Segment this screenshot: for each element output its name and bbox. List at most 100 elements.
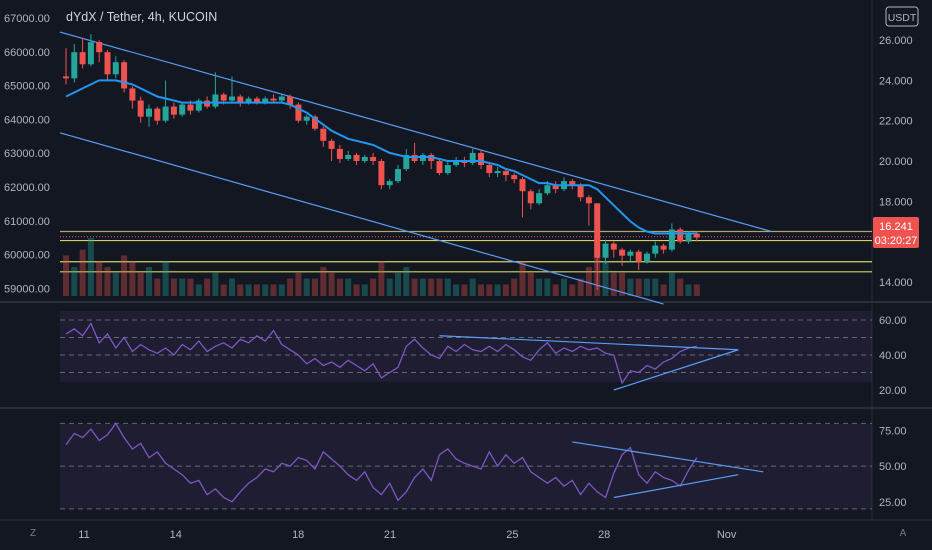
volume-bar [345,278,352,296]
currency-button[interactable]: USDT [885,6,919,27]
oscillator-trendline [613,349,739,391]
volume-bar [229,278,235,296]
candle-body [652,245,659,254]
candle-body [287,96,294,105]
volume-bar [577,278,584,296]
volume-bar [403,267,410,296]
horizontal-levels[interactable] [60,230,872,273]
auto-scale-button[interactable]: A [900,528,907,539]
volume-bar [419,278,426,296]
trend-channel[interactable] [59,31,772,305]
oscillator-axis-tick-label: 50.00 [879,461,907,473]
candle-body [179,104,186,115]
candle-body [63,76,69,79]
chart-title: dYdX / Tether, 4h, KUCOIN [66,10,217,24]
candle-body [237,96,244,103]
candle-body [71,52,78,79]
price-tag-box [873,217,919,248]
candle-body [544,185,551,194]
rsi-line [65,322,697,385]
volume-bar [519,261,526,296]
volume-bar [395,272,401,296]
channel-line [59,31,772,233]
candlesticks [63,34,700,290]
candle-body [693,233,700,238]
volume-bar [287,278,294,296]
candle-body [577,185,584,198]
volume-bar [212,272,219,296]
volume-bar [511,278,518,296]
candle-body [253,98,260,103]
volume-bar [552,284,559,296]
volume-bar [320,267,327,296]
candle-body [644,253,650,262]
volume-bar [154,278,161,296]
candle-body [552,185,559,190]
candle-body [527,191,534,204]
time-axis[interactable]: 11 14 18 21 25 28 Nov [78,529,737,541]
volume-bar [195,284,202,296]
stoch-bands [60,422,872,510]
price-tag-countdown: 03:20:27 [875,235,918,247]
volume-bar [685,284,692,296]
price-tag: 16.241 03:20:27 [873,217,919,248]
volume-bar [137,272,144,296]
volume-bar [220,284,227,296]
volume-bar [237,284,244,296]
volume-bar [660,284,667,296]
oscillator-axis-tick-label: 40.00 [879,350,907,362]
right-axis-tick-label: 18.000 [879,196,913,208]
rsi-trendlines[interactable] [439,335,739,391]
candle-body [170,106,177,115]
oscillator-axis-tick-label: 60.00 [879,315,907,327]
candle-body [361,156,368,161]
candle-body [610,243,617,250]
volume-bar [436,278,443,296]
volume-bar [494,284,501,296]
candle-body [129,88,136,101]
left-axis-tick-label: 62000.00 [4,182,50,194]
volume-bar [693,284,700,296]
volume-bar [104,267,111,296]
volume-bar [635,278,642,296]
candle-body [519,179,526,192]
time-axis-tick-label: 28 [598,529,610,541]
timezone-button[interactable]: Z [30,528,36,539]
left-price-axis[interactable]: 67000.00 66000.00 65000.00 64000.00 63000.00… [4,13,50,295]
currency-button-label: USDT [888,12,917,24]
candle-body [486,165,493,174]
stoch-axis[interactable]: 75.00 50.00 25.00 [879,426,907,509]
volume-bar [295,272,302,296]
candle-body [245,98,252,103]
volume-bar [71,267,78,296]
volume-bar [336,278,343,296]
candle-body [195,100,202,111]
volume-bar [544,278,551,296]
left-axis-tick-label: 63000.00 [4,148,50,160]
volume-bar [378,261,385,296]
rsi-bands [60,319,872,373]
volume-bar [253,284,260,296]
volume-bar [428,278,435,296]
volume-bar [187,278,194,296]
stoch-line [65,422,698,503]
stoch-trendlines[interactable] [572,441,764,499]
candle-body [386,181,393,186]
volume-bar [112,272,119,296]
time-axis-tick-label: 14 [170,529,182,541]
candle-body [536,193,543,204]
left-axis-tick-label: 61000.00 [4,216,50,228]
rsi-axis[interactable]: 60.00 40.00 20.00 [879,315,907,397]
left-axis-tick-label: 60000.00 [4,250,50,262]
volume-bar [569,284,576,296]
candle-body [146,108,152,117]
left-axis-tick-label: 64000.00 [4,114,50,126]
candle-body [220,94,227,101]
candle-body [444,165,451,174]
volume-bar [561,278,567,296]
candle-body [370,156,377,161]
volume-bar [536,278,543,296]
candle-body [469,152,476,163]
candle-body [602,243,609,258]
